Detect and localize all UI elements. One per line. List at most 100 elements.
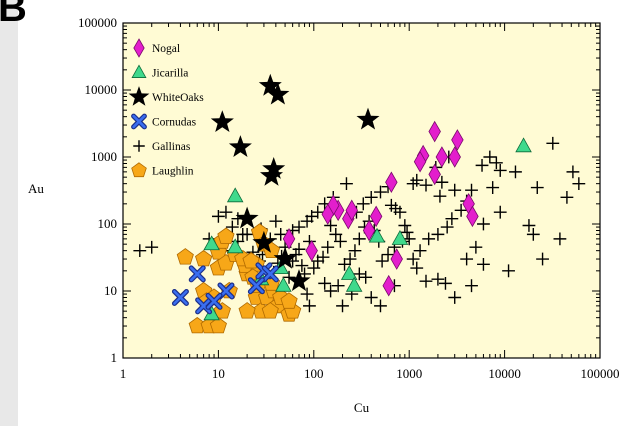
data-point-nogal bbox=[451, 129, 464, 151]
plot-border bbox=[122, 22, 601, 359]
data-point-gallinas bbox=[406, 177, 420, 191]
data-point-gallinas bbox=[318, 276, 332, 290]
data-point-whiteoaks bbox=[262, 157, 286, 179]
data-point-gallinas bbox=[536, 252, 549, 266]
data-point-gallinas bbox=[413, 244, 427, 258]
data-point-gallinas bbox=[307, 261, 321, 275]
data-point-gallinas bbox=[398, 219, 412, 232]
data-point-nogal bbox=[345, 199, 358, 222]
data-point-gallinas bbox=[483, 150, 497, 164]
data-point-jicarilla bbox=[391, 230, 409, 245]
data-point-gallinas bbox=[336, 299, 349, 313]
data-point-gallinas bbox=[374, 299, 387, 313]
data-point-gallinas bbox=[486, 181, 500, 194]
data-point-gallinas bbox=[356, 197, 370, 211]
data-point-gallinas bbox=[300, 287, 314, 301]
data-point-gallinas bbox=[526, 227, 540, 241]
data-point-gallinas bbox=[292, 242, 306, 256]
data-point-gallinas bbox=[219, 205, 233, 219]
data-point-gallinas bbox=[352, 267, 366, 281]
data-point-gallinas bbox=[530, 181, 544, 194]
data-points bbox=[133, 73, 586, 334]
data-point-gallinas bbox=[566, 165, 580, 179]
legend-marker-jicarilla bbox=[131, 64, 147, 78]
data-point-nogal bbox=[448, 146, 461, 168]
legend-marker-nogal bbox=[133, 38, 145, 58]
data-point-gallinas bbox=[352, 232, 366, 246]
data-point-gallinas bbox=[553, 232, 567, 246]
data-point-laughlin bbox=[217, 227, 235, 244]
data-point-gallinas bbox=[240, 227, 254, 241]
data-point-gallinas bbox=[440, 220, 454, 234]
data-point-whiteoaks bbox=[287, 269, 311, 291]
data-point-gallinas bbox=[364, 190, 378, 204]
series-cornudas bbox=[171, 262, 279, 315]
y-tick-label: 1000 bbox=[91, 149, 117, 164]
data-point-gallinas bbox=[338, 257, 351, 271]
y-tick-labels: 1 10 100 1000 10000 100000 bbox=[78, 15, 117, 365]
data-point-cornudas-inner bbox=[249, 278, 264, 293]
data-point-laughlin bbox=[176, 248, 194, 265]
data-point-nogal bbox=[321, 203, 334, 226]
data-point-whiteoaks bbox=[258, 73, 282, 96]
data-point-gallinas bbox=[502, 264, 515, 278]
legend-label-cornudas: Cornudas bbox=[152, 117, 197, 129]
data-point-gallinas bbox=[343, 252, 357, 266]
data-point-jicarilla bbox=[368, 227, 386, 243]
x-tick-label: 100 bbox=[304, 366, 324, 381]
data-point-gallinas bbox=[289, 248, 303, 261]
data-point-gallinas bbox=[509, 165, 522, 179]
x-tick-label: 10000 bbox=[488, 366, 521, 381]
axis-ticks bbox=[122, 23, 600, 359]
data-point-gallinas bbox=[469, 240, 483, 254]
data-point-gallinas bbox=[389, 202, 402, 215]
x-tick-label: 100000 bbox=[581, 366, 620, 381]
data-point-laughlin bbox=[242, 252, 260, 269]
data-point-nogal bbox=[466, 205, 479, 228]
data-point-gallinas bbox=[560, 190, 574, 204]
data-point-whiteoaks bbox=[235, 206, 259, 229]
y-tick-label: 100000 bbox=[78, 15, 117, 30]
data-point-whiteoaks bbox=[260, 163, 283, 186]
data-point-nogal bbox=[369, 205, 383, 228]
data-point-gallinas bbox=[375, 254, 389, 268]
data-point-whiteoaks bbox=[252, 230, 276, 253]
data-point-jicarilla bbox=[275, 276, 292, 292]
data-point-gallinas bbox=[475, 158, 489, 172]
legend-marker-cornudas-inner bbox=[132, 114, 146, 129]
data-point-nogal bbox=[282, 228, 296, 250]
data-point-gallinas bbox=[331, 279, 345, 293]
data-point-gallinas bbox=[274, 227, 288, 241]
data-point-gallinas bbox=[212, 209, 225, 223]
y-tick-label: 100 bbox=[98, 216, 118, 231]
data-point-jicarilla bbox=[203, 235, 220, 251]
data-point-gallinas bbox=[439, 276, 452, 290]
data-point-nogal bbox=[413, 150, 427, 173]
data-point-nogal bbox=[435, 146, 449, 168]
legend-marker-whiteoaks bbox=[128, 86, 150, 106]
data-point-whiteoaks bbox=[356, 107, 380, 130]
data-point-gallinas bbox=[477, 257, 490, 271]
data-point-gallinas bbox=[402, 232, 416, 246]
data-point-gallinas bbox=[465, 279, 478, 293]
legend: Nogal Jicarilla WhiteOaks Cornudas Gallinas L… bbox=[128, 38, 204, 178]
legend-marker-laughlin bbox=[131, 162, 147, 178]
data-point-gallinas bbox=[145, 240, 159, 254]
data-point-gallinas bbox=[465, 183, 478, 197]
data-point-gallinas bbox=[324, 219, 337, 232]
data-point-gallinas bbox=[431, 272, 445, 286]
legend-label-laughlin: Laughlin bbox=[152, 166, 194, 178]
data-point-gallinas bbox=[410, 261, 424, 275]
data-point-laughlin bbox=[280, 292, 298, 309]
legend-label-nogal: Nogal bbox=[152, 43, 180, 55]
left-margin-band bbox=[0, 0, 18, 426]
legend-label-jicarilla: Jicarilla bbox=[152, 68, 188, 80]
data-point-gallinas bbox=[419, 274, 433, 288]
data-point-nogal bbox=[382, 274, 395, 297]
x-tick-label: 1000 bbox=[396, 366, 422, 381]
data-point-whiteoaks bbox=[228, 135, 252, 157]
data-point-gallinas bbox=[348, 244, 362, 258]
data-point-whiteoaks bbox=[210, 110, 234, 132]
